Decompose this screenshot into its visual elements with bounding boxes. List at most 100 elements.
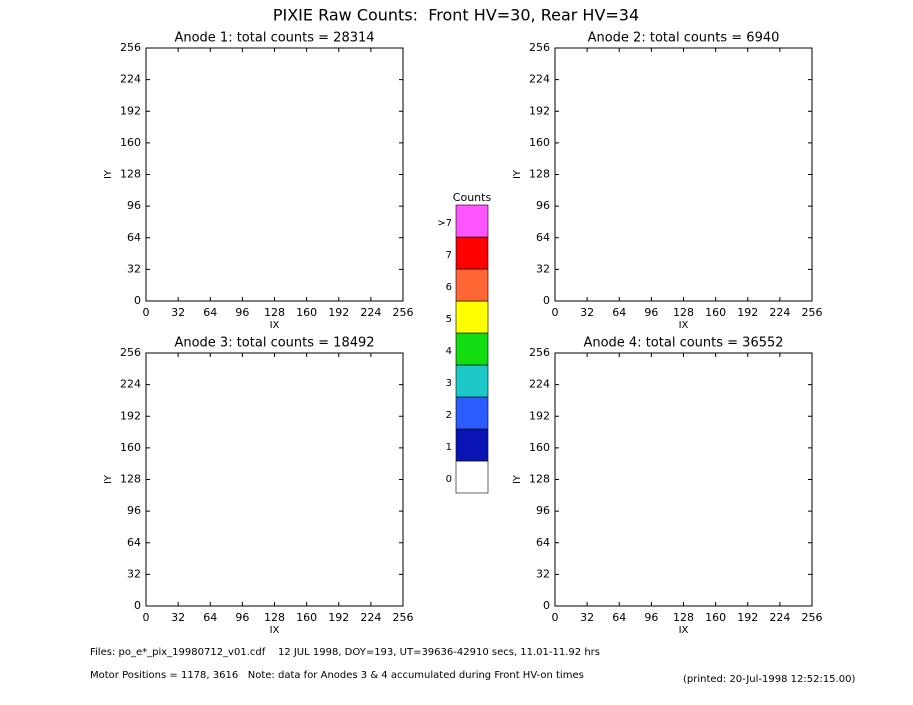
y-tick-label: 160	[120, 136, 141, 149]
y-tick-label: 64	[536, 231, 550, 244]
colorbar-box	[455, 268, 489, 302]
y-tick-label: 128	[120, 168, 141, 181]
x-tick-label: 96	[235, 611, 249, 624]
x-tick-label: 160	[296, 611, 317, 624]
colorbar-label: 0	[446, 474, 452, 485]
y-tick-label: 32	[536, 262, 550, 275]
y-tick-label: 160	[529, 136, 550, 149]
y-axis-label: IY	[103, 474, 114, 484]
x-tick-label: 224	[769, 306, 790, 319]
footer-printed: (printed: 20-Jul-1998 12:52:15.00)	[683, 674, 855, 685]
x-tick-label: 32	[171, 611, 185, 624]
x-tick-label: 256	[802, 306, 823, 319]
colorbar-box	[455, 364, 489, 398]
x-tick-label: 224	[360, 306, 381, 319]
y-tick-label: 64	[127, 536, 141, 549]
x-tick-label: 160	[296, 306, 317, 319]
x-tick-label: 192	[328, 611, 349, 624]
footer-files: Files: po_e*_pix_19980712_v01.cdf 12 JUL…	[90, 647, 600, 658]
y-axis-label: IY	[103, 169, 114, 179]
y-axis-label: IY	[512, 474, 523, 484]
x-tick-label: 64	[612, 306, 626, 319]
colorbar-label: 4	[446, 346, 452, 357]
colorbar-box	[455, 428, 489, 462]
colorbar-box	[455, 236, 489, 270]
y-tick-label: 192	[120, 409, 141, 422]
panel-title: Anode 1: total counts = 28314	[174, 31, 374, 46]
x-tick-label: 224	[360, 611, 381, 624]
x-tick-label: 192	[737, 306, 758, 319]
y-tick-label: 192	[529, 409, 550, 422]
y-tick-label: 0	[134, 599, 141, 612]
colorbar-box	[455, 300, 489, 334]
colorbar-label: 5	[446, 314, 452, 325]
y-tick-label: 256	[120, 346, 141, 359]
x-tick-label: 128	[673, 306, 694, 319]
colorbar-box	[455, 204, 489, 238]
y-tick-label: 96	[127, 504, 141, 517]
x-tick-label: 32	[580, 611, 594, 624]
colorbar-box	[455, 460, 489, 494]
colorbar-label: 2	[446, 410, 452, 421]
y-tick-label: 224	[529, 73, 550, 86]
y-tick-label: 0	[134, 294, 141, 307]
x-axis-label: IX	[679, 625, 689, 636]
y-tick-label: 224	[120, 378, 141, 391]
x-tick-label: 0	[552, 611, 559, 624]
x-axis-label: IX	[679, 320, 689, 331]
x-tick-label: 96	[644, 611, 658, 624]
y-axis-label: IY	[512, 169, 523, 179]
x-tick-label: 96	[235, 306, 249, 319]
x-tick-label: 224	[769, 611, 790, 624]
x-axis-label: IX	[270, 320, 280, 331]
plot-frame	[554, 352, 813, 607]
y-tick-label: 96	[536, 504, 550, 517]
colorbar-label: 3	[446, 378, 452, 389]
x-tick-label: 64	[612, 611, 626, 624]
x-tick-label: 32	[580, 306, 594, 319]
colorbar-label: 1	[446, 442, 452, 453]
plot-frame	[554, 47, 813, 302]
colorbar-label: 6	[446, 282, 452, 293]
y-tick-label: 256	[120, 41, 141, 54]
y-tick-label: 224	[529, 378, 550, 391]
plot-frame	[145, 47, 404, 302]
x-tick-label: 96	[644, 306, 658, 319]
y-tick-label: 32	[127, 262, 141, 275]
x-tick-label: 0	[143, 306, 150, 319]
footer-motor: Motor Positions = 1178, 3616 Note: data …	[90, 670, 584, 681]
panel-title: Anode 4: total counts = 36552	[583, 336, 783, 351]
colorbar-box	[455, 396, 489, 430]
x-tick-label: 256	[393, 611, 414, 624]
colorbar-label: >7	[437, 218, 452, 229]
y-tick-label: 128	[529, 168, 550, 181]
y-tick-label: 192	[120, 104, 141, 117]
main-title: PIXIE Raw Counts: Front HV=30, Rear HV=3…	[273, 6, 639, 25]
y-tick-label: 128	[120, 473, 141, 486]
colorbar-title: Counts	[453, 191, 492, 204]
y-tick-label: 160	[529, 441, 550, 454]
y-tick-label: 96	[127, 199, 141, 212]
y-tick-label: 96	[536, 199, 550, 212]
x-tick-label: 128	[673, 611, 694, 624]
y-tick-label: 0	[543, 294, 550, 307]
y-tick-label: 128	[529, 473, 550, 486]
x-tick-label: 128	[264, 611, 285, 624]
y-tick-label: 160	[120, 441, 141, 454]
colorbar-box	[455, 332, 489, 366]
x-tick-label: 256	[802, 611, 823, 624]
y-tick-label: 256	[529, 346, 550, 359]
y-tick-label: 32	[127, 567, 141, 580]
y-tick-label: 256	[529, 41, 550, 54]
x-tick-label: 64	[203, 611, 217, 624]
x-tick-label: 32	[171, 306, 185, 319]
x-tick-label: 0	[552, 306, 559, 319]
y-tick-label: 224	[120, 73, 141, 86]
colorbar-label: 7	[446, 250, 452, 261]
x-tick-label: 192	[737, 611, 758, 624]
x-tick-label: 64	[203, 306, 217, 319]
y-tick-label: 32	[536, 567, 550, 580]
plot-frame	[145, 352, 404, 607]
x-tick-label: 0	[143, 611, 150, 624]
